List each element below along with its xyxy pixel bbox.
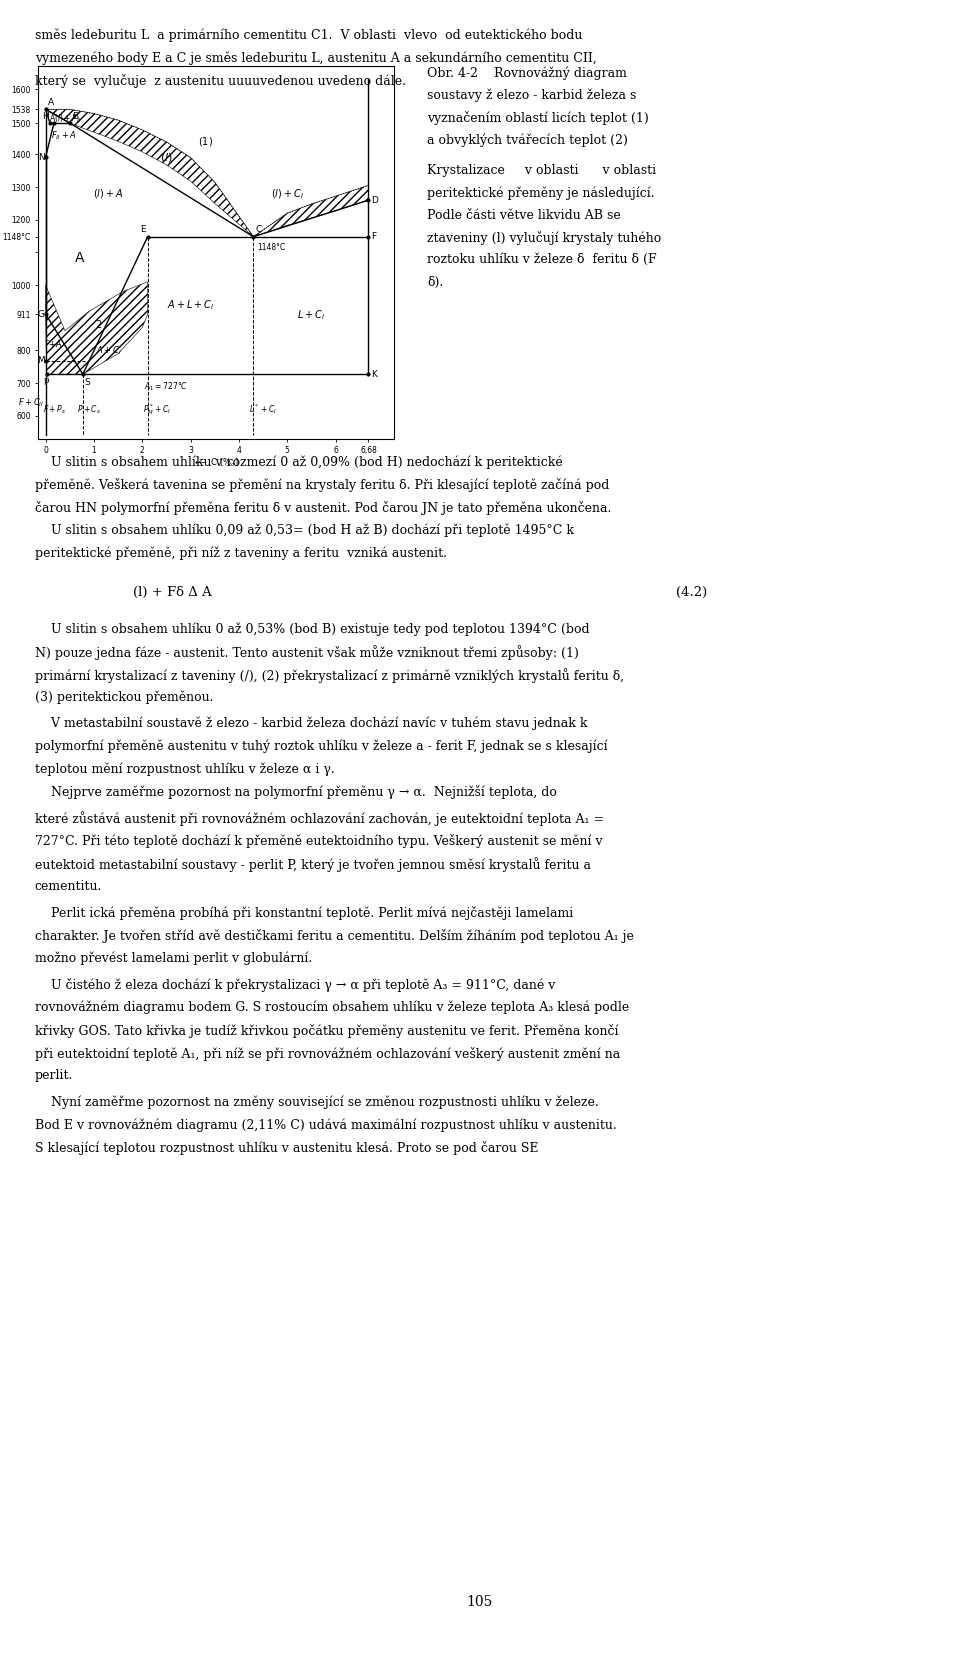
Text: A$(l)+F_\delta$: A$(l)+F_\delta$ — [49, 113, 81, 124]
Text: Nejprve zaměřme pozornost na polymorfní přeměnu γ → α.  Nejnižší teplota, do: Nejprve zaměřme pozornost na polymorfní … — [35, 786, 557, 799]
Text: 727°C. Při této teplotě dochází k přeměně eutektoidního typu. Veškerý austenit s: 727°C. Při této teplotě dochází k přeměn… — [35, 834, 602, 849]
Text: $(l)+A$: $(l)+A$ — [93, 187, 124, 200]
Text: které zůstává austenit při rovnovážném ochlazování zachován, je eutektoidní tepl: které zůstává austenit při rovnovážném o… — [35, 811, 604, 826]
Text: při eutektoidní teplotě A₁, při níž se při rovnovážném ochlazování veškerý auste: při eutektoidní teplotě A₁, při níž se p… — [35, 1046, 620, 1061]
Text: C: C — [255, 225, 262, 233]
Text: $A_1=727°C$: $A_1=727°C$ — [144, 381, 188, 392]
Text: F+A: F+A — [44, 341, 61, 349]
X-axis label: $\longleftarrow$ C [%$_o$]: $\longleftarrow$ C [%$_o$] — [193, 457, 239, 468]
Text: Podle části větve likvidu AB se: Podle části větve likvidu AB se — [427, 209, 621, 222]
Text: $F+P_s$: $F+P_s$ — [43, 404, 66, 415]
Text: čarou HN polymorfní přeměna feritu δ v austenit. Pod čarou JN je tato přeměna uk: čarou HN polymorfní přeměna feritu δ v a… — [35, 501, 611, 515]
Text: 2: 2 — [96, 319, 102, 329]
Text: P: P — [43, 377, 48, 387]
Text: V metastabilní soustavě ž elezo - karbid železa dochází navíc v tuhém stavu jedn: V metastabilní soustavě ž elezo - karbid… — [35, 717, 588, 730]
Text: U slitin s obsahem uhlíku 0 až 0,53% (bod B) existuje tedy pod teplotou 1394°C (: U slitin s obsahem uhlíku 0 až 0,53% (bo… — [35, 622, 589, 636]
Text: rovnovážném diagramu bodem G. S rostoucím obsahem uhlíku v železe teplota A₃ kle: rovnovážném diagramu bodem G. S rostoucí… — [35, 1001, 629, 1015]
Text: cementitu.: cementitu. — [35, 880, 102, 894]
Text: teplotou mění rozpustnost uhlíku v železe α i γ.: teplotou mění rozpustnost uhlíku v želez… — [35, 763, 334, 776]
Text: 1148°C: 1148°C — [257, 243, 285, 252]
Text: $P+C_s$: $P+C_s$ — [77, 404, 101, 415]
Text: N) pouze jedna fáze - austenit. Tento austenit však může vzniknout třemi způsoby: N) pouze jedna fáze - austenit. Tento au… — [35, 645, 579, 660]
Text: U slitin s obsahem uhlíku 0,09 až 0,53= (bod H až B) dochází při teplotě 1495°C : U slitin s obsahem uhlíku 0,09 až 0,53= … — [35, 523, 573, 538]
Text: U slitin s obsahem uhlíku v rozmezí 0 až 0,09% (bod H) nedochází k peritektické: U slitin s obsahem uhlíku v rozmezí 0 až… — [35, 455, 563, 468]
Text: vymezeného body E a C je směs ledeburitu L, austenitu A a sekundárního cementitu: vymezeného body E a C je směs ledeburitu… — [35, 51, 596, 65]
Text: Nyní zaměřme pozornost na změny související se změnou rozpustnosti uhlíku v žele: Nyní zaměřme pozornost na změny souvisej… — [35, 1096, 598, 1109]
Text: křivky GOS. Tato křivka je tudíž křivkou počátku přeměny austenitu ve ferit. Pře: křivky GOS. Tato křivka je tudíž křivkou… — [35, 1024, 618, 1038]
Text: U čistého ž eleza dochází k překrystalizaci γ → α při teplotě A₃ = 911°C, dané v: U čistého ž eleza dochází k překrystaliz… — [35, 978, 555, 991]
Text: ztaveniny (l) vylučují krystaly tuhého: ztaveniny (l) vylučují krystaly tuhého — [427, 230, 661, 245]
Text: polymorfní přeměně austenitu v tuhý roztok uhlíku v železe a - ferit F, jednak s: polymorfní přeměně austenitu v tuhý rozt… — [35, 740, 607, 753]
Text: δ).: δ). — [427, 275, 444, 288]
Text: E: E — [140, 225, 146, 233]
Text: peritektické přeměně, při níž z taveniny a feritu  vzniká austenit.: peritektické přeměně, při níž z taveniny… — [35, 546, 446, 559]
Text: K: K — [371, 369, 376, 379]
Text: N: N — [38, 152, 45, 162]
Text: A: A — [75, 252, 84, 265]
Y-axis label: T [°C]: T [°C] — [0, 240, 1, 265]
Text: soustavy ž elezo - karbid železa s: soustavy ž elezo - karbid železa s — [427, 88, 636, 103]
Text: roztoku uhlíku v železe δ  feritu δ (F: roztoku uhlíku v železe δ feritu δ (F — [427, 253, 657, 266]
Text: $F+C_{II}$: $F+C_{II}$ — [18, 397, 45, 409]
Text: $L+C_I$: $L+C_I$ — [298, 308, 325, 321]
Text: A: A — [48, 98, 54, 106]
Text: $P_M^*+C_I$: $P_M^*+C_I$ — [143, 402, 171, 417]
Text: který se  vylučuje  z austenitu uuuuvedenou uvedeno dále.: který se vylučuje z austenitu uuuuvedeno… — [35, 74, 405, 88]
Text: H: H — [42, 113, 49, 121]
Text: (l) + Fδ Δ A: (l) + Fδ Δ A — [133, 586, 212, 599]
Text: B: B — [72, 113, 79, 121]
Text: Perlit ická přeměna probíhá při konstantní teplotě. Perlit mívá nejčastěji lamel: Perlit ická přeměna probíhá při konstant… — [35, 907, 573, 920]
Text: M: M — [36, 356, 45, 366]
Text: (3) peritektickou přeměnou.: (3) peritektickou přeměnou. — [35, 690, 213, 705]
Text: $F_\delta+A$: $F_\delta+A$ — [52, 129, 78, 142]
Text: $A+C_I$: $A+C_I$ — [96, 344, 121, 357]
Text: eutektoid metastabilní soustavy - perlit P, který je tvořen jemnou směsí krystal: eutektoid metastabilní soustavy - perlit… — [35, 857, 590, 872]
Text: F: F — [371, 232, 376, 242]
Text: přeměně. Veškerá tavenina se přemění na krystaly feritu δ. Při klesající teplotě: přeměně. Veškerá tavenina se přemění na … — [35, 478, 609, 492]
Text: primární krystalizací z taveniny (/), (2) překrystalizací z primárně vzniklých k: primární krystalizací z taveniny (/), (2… — [35, 669, 624, 684]
Text: $A+L+C_I$: $A+L+C_I$ — [167, 298, 214, 311]
Text: perlit.: perlit. — [35, 1069, 73, 1082]
Text: $(l)+C_I$: $(l)+C_I$ — [271, 187, 303, 200]
Text: $L^*+C_I$: $L^*+C_I$ — [249, 402, 277, 415]
Text: $(l)$: $(l)$ — [160, 151, 173, 164]
Text: G: G — [37, 309, 45, 319]
Text: (4.2): (4.2) — [676, 586, 707, 599]
Text: 105: 105 — [467, 1595, 493, 1609]
Text: S klesající teplotou rozpustnost uhlíku v austenitu klesá. Proto se pod čarou SE: S klesající teplotou rozpustnost uhlíku … — [35, 1142, 538, 1155]
Text: peritektické přeměny je následující.: peritektické přeměny je následující. — [427, 185, 655, 200]
Text: možno převést lamelami perlit v globulární.: možno převést lamelami perlit v globulár… — [35, 952, 312, 965]
Text: Krystalizace     v oblasti      v oblasti: Krystalizace v oblasti v oblasti — [427, 164, 657, 177]
Text: charakter. Je tvořen stříd avě destičkami feritu a cementitu. Delším žíháním pod: charakter. Je tvořen stříd avě destičkam… — [35, 928, 634, 943]
Text: S: S — [84, 377, 90, 387]
Text: a obvyklých tvářecích teplot (2): a obvyklých tvářecích teplot (2) — [427, 132, 628, 147]
Text: Bod E v rovnovážném diagramu (2,11% C) udává maximální rozpustnost uhlíku v aust: Bod E v rovnovážném diagramu (2,11% C) u… — [35, 1119, 616, 1132]
Text: směs ledeburitu L  a primárního cementitu C1.  V oblasti  vlevo  od eutektického: směs ledeburitu L a primárního cementitu… — [35, 28, 582, 41]
Text: vyznačením oblastí licích teplot (1): vyznačením oblastí licích teplot (1) — [427, 111, 649, 124]
Text: Obr. 4-2    Rovnovážný diagram: Obr. 4-2 Rovnovážný diagram — [427, 66, 627, 79]
Text: D: D — [371, 195, 378, 205]
Text: $(1)$: $(1)$ — [198, 136, 212, 147]
